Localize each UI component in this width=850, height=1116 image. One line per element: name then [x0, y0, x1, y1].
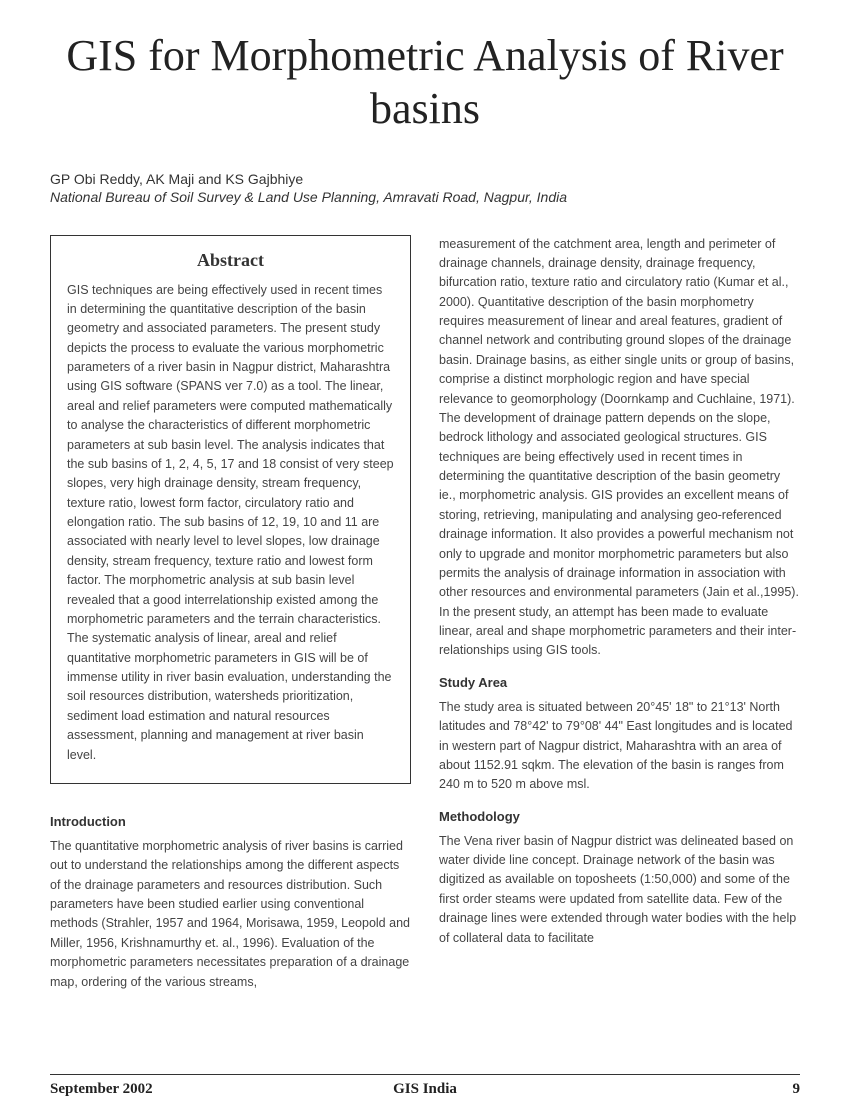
page-footer: September 2002 GIS India 9 — [50, 1074, 800, 1098]
content-columns: Abstract GIS techniques are being effect… — [50, 235, 800, 992]
footer-journal: GIS India — [393, 1081, 457, 1098]
methodology-text: The Vena river basin of Nagpur district … — [439, 832, 800, 948]
column2-continuation-text: measurement of the catchment area, lengt… — [439, 235, 800, 661]
abstract-heading: Abstract — [67, 250, 394, 271]
left-column: Abstract GIS techniques are being effect… — [50, 235, 411, 992]
introduction-text: The quantitative morphometric analysis o… — [50, 837, 411, 992]
author-list: GP Obi Reddy, AK Maji and KS Gajbhiye — [50, 171, 800, 187]
footer-date: September 2002 — [50, 1081, 153, 1098]
study-area-text: The study area is situated between 20°45… — [439, 698, 800, 795]
author-affiliation: National Bureau of Soil Survey & Land Us… — [50, 189, 800, 205]
right-column: measurement of the catchment area, lengt… — [439, 235, 800, 992]
abstract-text: GIS techniques are being effectively use… — [67, 281, 394, 765]
paper-title: GIS for Morphometric Analysis of River b… — [50, 30, 800, 136]
abstract-box: Abstract GIS techniques are being effect… — [50, 235, 411, 784]
footer-page-number: 9 — [793, 1081, 801, 1098]
study-area-heading: Study Area — [439, 675, 800, 690]
methodology-heading: Methodology — [439, 809, 800, 824]
introduction-heading: Introduction — [50, 814, 411, 829]
